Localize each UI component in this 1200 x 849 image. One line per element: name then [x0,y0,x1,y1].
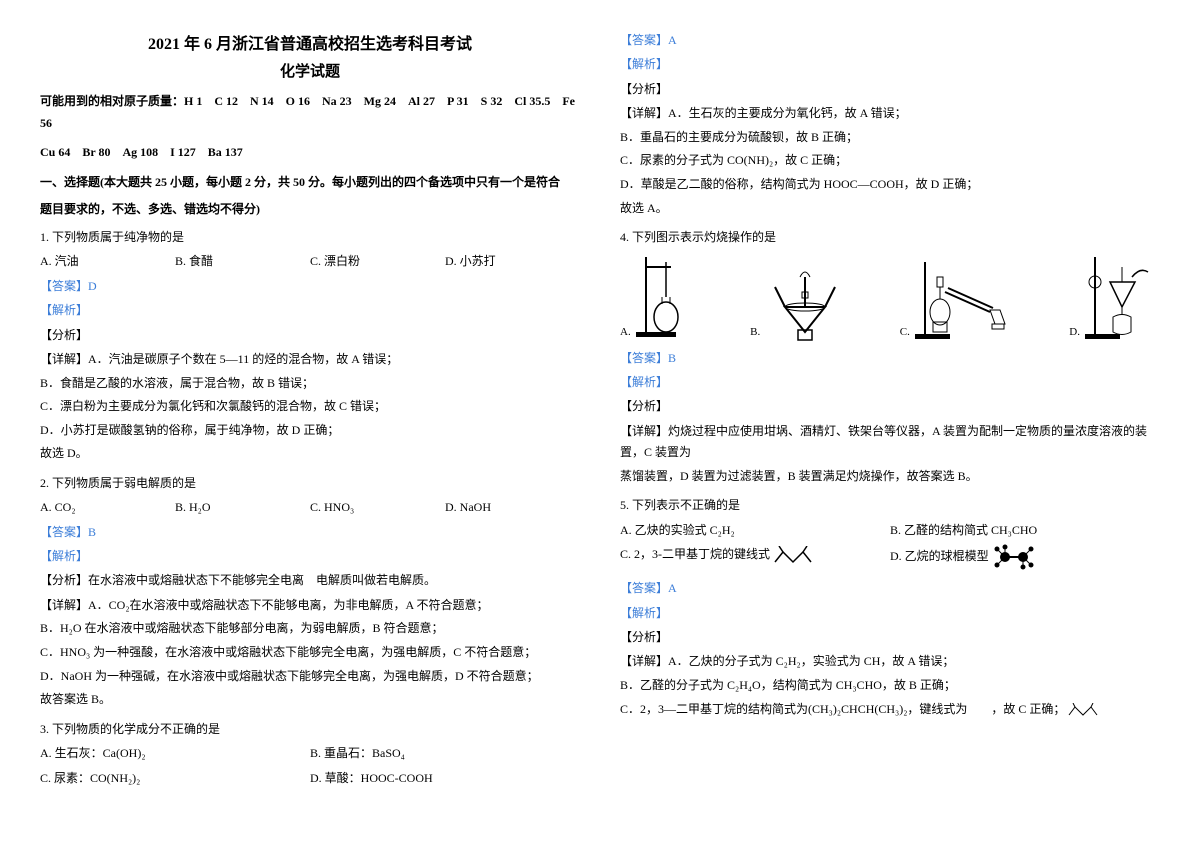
apparatus-d-icon [1080,252,1160,342]
q5-opt-c-label: C. 2，3-二甲基丁烷的键线式 [620,547,773,561]
q1-opt-c: C. 漂白粉 [310,251,445,271]
q2-opt-b: B. H₂O [175,497,310,517]
apparatus-c-icon [910,252,1020,342]
q4-images: A. B. [620,252,1160,342]
q5-options: A. 乙炔的实验式 C₂H₂ B. 乙醛的结构简式 CH₃CHO C. 2，3-… [620,520,1160,574]
question-4: 4. 下列图示表示灼烧操作的是 A. B. [620,227,1160,489]
q1-opt-b: B. 食醋 [175,251,310,271]
q4-img-b: B. [750,252,850,342]
q4-analysis: 【分析】 [620,396,1160,416]
q4-answer: 【答案】B [620,348,1160,368]
q4-img-d: D. [1069,252,1160,342]
q5-d1: B．乙醛的分子式为 C₂H₄O，结构简式为 CH₃CHO，故 B 正确； [620,675,1160,697]
q5-analysis: 【分析】 [620,627,1160,647]
exam-title: 2021 年 6 月浙江省普通高校招生选考科目考试 [40,30,580,54]
q3-d3: D．草酸是乙二酸的俗称，结构简式为 HOOC—COOH，故 D 正确； [620,174,1160,196]
section-header-2: 题目要求的，不选、多选、错选均不得分) [40,199,580,221]
q4-d1: 蒸馏装置，D 装置为过滤装置，B 装置满足灼烧操作，故答案选 B。 [620,466,1160,488]
question-1: 1. 下列物质属于纯净物的是 A. 汽油 B. 食醋 C. 漂白粉 D. 小苏打… [40,227,580,467]
q3-opt-c: C. 尿素：CO(NH₂)₂ [40,768,310,788]
q4-img-a: A. [620,252,701,342]
apparatus-b-icon [760,252,850,342]
q4-explain: 【解析】 [620,372,1160,392]
atomic-mass-2: Cu 64 Br 80 Ag 108 I 127 Ba 137 [40,142,580,164]
q3-opt-d: D. 草酸：HOOC-COOH [310,768,580,788]
q3-options: A. 生石灰：Ca(OH)₂ B. 重晶石：BaSO₄ C. 尿素：CO(NH₂… [40,743,580,792]
q2-answer: 【答案】B [40,522,580,542]
q1-d0: 【详解】A．汽油是碳原子个数在 5—11 的烃的混合物，故 A 错误； [40,349,580,371]
q1-d4: 故选 D。 [40,443,580,465]
right-column: 【答案】A 【解析】 【分析】 【详解】A．生石灰的主要成分为氧化钙，故 A 错… [620,30,1160,819]
q1-d3: D．小苏打是碳酸氢钠的俗称，属于纯净物，故 D 正确； [40,420,580,442]
q5-d2: C．2，3—二甲基丁烷的结构简式为(CH₃)₂CHCH(CH₃)₂，键线式为 ，… [620,699,1160,721]
q1-opt-d: D. 小苏打 [445,251,580,271]
q4-text: 4. 下列图示表示灼烧操作的是 [620,227,1160,247]
q3-analysis: 【分析】 [620,79,1160,99]
q3-opt-b: B. 重晶石：BaSO₄ [310,743,580,763]
q4-img-c: C. [900,252,1020,342]
q1-d2: C．漂白粉为主要成分为氯化钙和次氯酸钙的混合物，故 C 错误； [40,396,580,418]
apparatus-a-icon [631,252,701,342]
q5-opt-b: B. 乙醛的结构简式 CH₃CHO [890,520,1160,540]
q1-analysis: 【分析】 [40,325,580,345]
q5-d2-text: C．2，3—二甲基丁烷的结构简式为(CH₃)₂CHCH(CH₃)₂，键线式为 ，… [620,702,1065,716]
q2-d2: C．HNO₃ 为一种强酸，在水溶液中或熔融状态下能够完全电离，为强电解质，C 不… [40,642,580,664]
q2-explain: 【解析】 [40,546,580,566]
bond-line-small-icon [1068,703,1098,717]
q2-options: A. CO₂ B. H₂O C. HNO₃ D. NaOH [40,497,580,517]
q5-opt-a: A. 乙炔的实验式 C₂H₂ [620,520,890,540]
q4-label-a: A. [620,323,631,342]
bond-line-icon [773,546,813,566]
q1-d1: B．食醋是乙酸的水溶液，属于混合物，故 B 错误； [40,373,580,395]
q5-d0: 【详解】A．乙炔的分子式为 C₂H₂，实验式为 CH，故 A 错误； [620,651,1160,673]
q2-opt-c: C. HNO₃ [310,497,445,517]
q5-explain: 【解析】 [620,603,1160,623]
q3-explain: 【解析】 [620,54,1160,74]
q2-analysis: 【分析】在水溶液中或熔融状态下不能够完全电离 电解质叫做若电解质。 [40,570,580,590]
q3-d4: 故选 A。 [620,198,1160,220]
q1-opt-a: A. 汽油 [40,251,175,271]
q1-options: A. 汽油 B. 食醋 C. 漂白粉 D. 小苏打 [40,251,580,271]
q2-d0: 【详解】A．CO₂在水溶液中或熔融状态下不能够电离，为非电解质，A 不符合题意； [40,595,580,617]
atomic-mass-1: 可能用到的相对原子质量：H 1 C 12 N 14 O 16 Na 23 Mg … [40,91,580,134]
question-5: 5. 下列表示不正确的是 A. 乙炔的实验式 C₂H₂ B. 乙醛的结构简式 C… [620,495,1160,722]
q1-answer: 【答案】D [40,276,580,296]
question-2: 2. 下列物质属于弱电解质的是 A. CO₂ B. H₂O C. HNO₃ D.… [40,473,580,713]
q2-d4: 故答案选 B。 [40,689,580,711]
q4-label-d: D. [1069,323,1080,342]
q5-text: 5. 下列表示不正确的是 [620,495,1160,515]
q4-label-b: B. [750,323,760,342]
q3-d1: B．重晶石的主要成分为硫酸钡，故 B 正确； [620,127,1160,149]
section-header-1: 一、选择题(本大题共 25 小题，每小题 2 分，共 50 分。每小题列出的四个… [40,172,580,194]
q4-d0: 【详解】灼烧过程中应使用坩埚、酒精灯、铁架台等仪器，A 装置为配制一定物质的量浓… [620,421,1160,464]
q5-opt-c: C. 2，3-二甲基丁烷的键线式 [620,544,890,570]
q4-label-c: C. [900,323,910,342]
q2-d3: D．NaOH 为一种强碱，在水溶液中或熔融状态下能够完全电离，为强电解质，D 不… [40,666,580,688]
q5-opt-d: D. 乙烷的球棍模型 [890,544,1160,570]
ball-stick-icon [992,544,1036,570]
q5-answer: 【答案】A [620,578,1160,598]
q1-text: 1. 下列物质属于纯净物的是 [40,227,580,247]
q2-opt-d: D. NaOH [445,497,580,517]
question-3-body: 【答案】A 【解析】 【分析】 【详解】A．生石灰的主要成分为氧化钙，故 A 错… [620,30,1160,221]
question-3-stem: 3. 下列物质的化学成分不正确的是 A. 生石灰：Ca(OH)₂ B. 重晶石：… [40,719,580,796]
q2-d1: B．H₂O 在水溶液中或熔融状态下能够部分电离，为弱电解质，B 符合题意； [40,618,580,640]
q2-text: 2. 下列物质属于弱电解质的是 [40,473,580,493]
q3-answer: 【答案】A [620,30,1160,50]
q2-opt-a: A. CO₂ [40,497,175,517]
q5-opt-d-label: D. 乙烷的球棍模型 [890,549,992,563]
subject-title: 化学试题 [40,60,580,81]
q3-text: 3. 下列物质的化学成分不正确的是 [40,719,580,739]
q3-d2: C．尿素的分子式为 CO(NH)₂，故 C 正确； [620,150,1160,172]
q3-opt-a: A. 生石灰：Ca(OH)₂ [40,743,310,763]
left-column: 2021 年 6 月浙江省普通高校招生选考科目考试 化学试题 可能用到的相对原子… [40,30,580,819]
q1-explain: 【解析】 [40,300,580,320]
q3-d0: 【详解】A．生石灰的主要成分为氧化钙，故 A 错误； [620,103,1160,125]
